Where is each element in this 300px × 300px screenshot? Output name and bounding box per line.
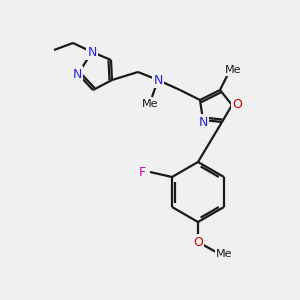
Text: N: N — [72, 68, 82, 80]
Text: N: N — [153, 74, 163, 86]
Text: N: N — [198, 116, 208, 128]
Text: Me: Me — [225, 65, 241, 75]
Text: O: O — [232, 98, 242, 112]
Text: Me: Me — [216, 249, 232, 259]
Text: Me: Me — [142, 99, 158, 109]
Text: N: N — [87, 46, 97, 59]
Text: F: F — [139, 166, 145, 178]
Text: O: O — [193, 236, 203, 248]
